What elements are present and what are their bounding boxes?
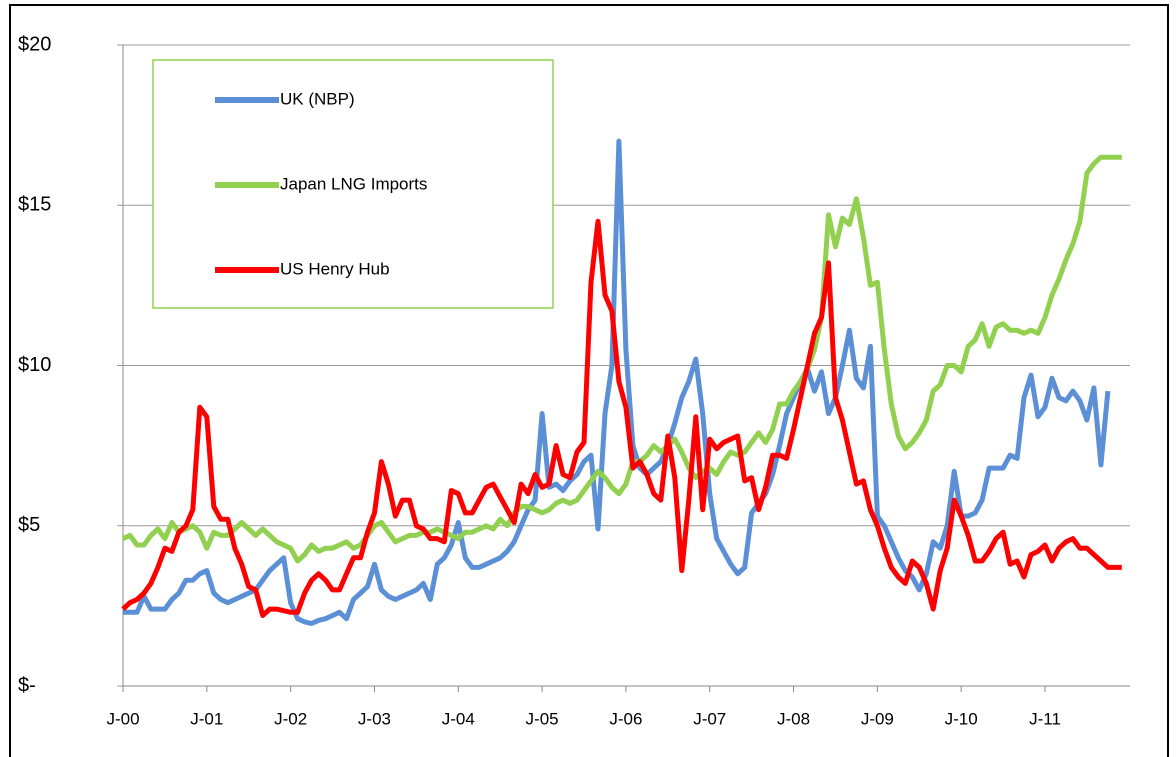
- series-line: [121, 154, 1122, 564]
- y-tick-label: $5: [18, 514, 40, 536]
- x-tick-label: J-02: [274, 709, 307, 728]
- legend-label: US Henry Hub: [280, 259, 390, 278]
- legend-label: UK (NBP): [280, 89, 355, 108]
- series-line: [123, 138, 1111, 626]
- x-tick-label: J-00: [106, 709, 139, 728]
- x-tick-label: J-09: [861, 709, 894, 728]
- y-tick-label: $-: [18, 674, 36, 696]
- y-tick-label: $10: [18, 354, 51, 376]
- x-tick-label: J-10: [945, 709, 978, 728]
- x-tick-label: J-08: [777, 709, 810, 728]
- series-line: [121, 218, 1122, 618]
- legend-label: Japan LNG Imports: [280, 174, 427, 193]
- x-tick-label: J-03: [358, 709, 391, 728]
- x-tick-label: J-11: [1029, 709, 1061, 728]
- x-tick-label: J-01: [190, 709, 223, 728]
- y-tick-label: $15: [18, 194, 51, 216]
- x-tick-label: J-07: [693, 709, 726, 728]
- y-tick-label: $20: [18, 33, 51, 55]
- x-tick-label: J-04: [442, 709, 475, 728]
- x-tick-label: J-05: [526, 709, 559, 728]
- x-tick-label: J-06: [609, 709, 642, 728]
